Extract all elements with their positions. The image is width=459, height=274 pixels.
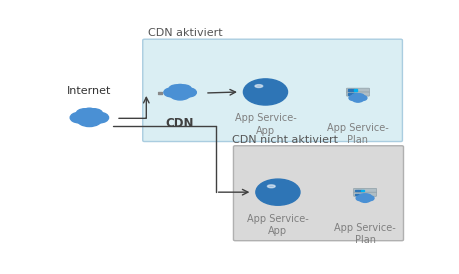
Circle shape bbox=[70, 112, 88, 123]
Circle shape bbox=[181, 88, 196, 97]
Circle shape bbox=[359, 194, 367, 199]
Circle shape bbox=[169, 85, 184, 94]
Circle shape bbox=[256, 179, 300, 205]
Circle shape bbox=[359, 96, 367, 101]
Circle shape bbox=[349, 96, 357, 101]
Circle shape bbox=[85, 109, 103, 119]
Text: CDN aktiviert: CDN aktiviert bbox=[148, 28, 223, 38]
FancyBboxPatch shape bbox=[143, 39, 403, 142]
Circle shape bbox=[169, 87, 191, 100]
Circle shape bbox=[359, 195, 371, 202]
Bar bbox=[348, 93, 351, 95]
FancyBboxPatch shape bbox=[234, 146, 403, 241]
Ellipse shape bbox=[268, 185, 275, 188]
Circle shape bbox=[82, 108, 97, 117]
Circle shape bbox=[352, 94, 360, 99]
Circle shape bbox=[363, 194, 371, 199]
Circle shape bbox=[352, 95, 364, 102]
Text: CDN: CDN bbox=[166, 117, 194, 130]
Circle shape bbox=[366, 196, 374, 201]
Text: App Service-
App: App Service- App bbox=[247, 214, 309, 236]
Bar bbox=[358, 190, 361, 191]
Bar bbox=[361, 193, 364, 195]
Circle shape bbox=[91, 112, 109, 123]
Circle shape bbox=[164, 88, 179, 97]
FancyBboxPatch shape bbox=[353, 192, 376, 196]
Bar bbox=[358, 193, 361, 195]
Ellipse shape bbox=[255, 85, 263, 87]
Text: App Service-
Plan: App Service- Plan bbox=[334, 223, 396, 245]
Bar bbox=[361, 190, 364, 191]
FancyBboxPatch shape bbox=[353, 189, 376, 192]
Circle shape bbox=[76, 109, 94, 119]
Text: CDN nicht aktiviert: CDN nicht aktiviert bbox=[232, 135, 338, 145]
Bar bbox=[351, 89, 353, 91]
Text: App Service-
App: App Service- App bbox=[235, 113, 297, 136]
Bar bbox=[354, 93, 357, 95]
Circle shape bbox=[362, 194, 369, 198]
Circle shape bbox=[174, 84, 186, 92]
Circle shape bbox=[354, 94, 361, 98]
Bar bbox=[355, 190, 358, 191]
Bar bbox=[355, 193, 358, 195]
Circle shape bbox=[243, 79, 287, 105]
Bar bbox=[354, 89, 357, 91]
Circle shape bbox=[77, 112, 102, 127]
Circle shape bbox=[177, 85, 191, 94]
Bar bbox=[351, 93, 353, 95]
Text: Internet: Internet bbox=[67, 86, 112, 96]
FancyBboxPatch shape bbox=[347, 88, 369, 92]
FancyBboxPatch shape bbox=[347, 92, 369, 96]
Circle shape bbox=[356, 196, 364, 201]
Text: App Service-
Plan: App Service- Plan bbox=[327, 122, 389, 145]
Circle shape bbox=[356, 94, 364, 99]
Bar bbox=[348, 89, 351, 91]
